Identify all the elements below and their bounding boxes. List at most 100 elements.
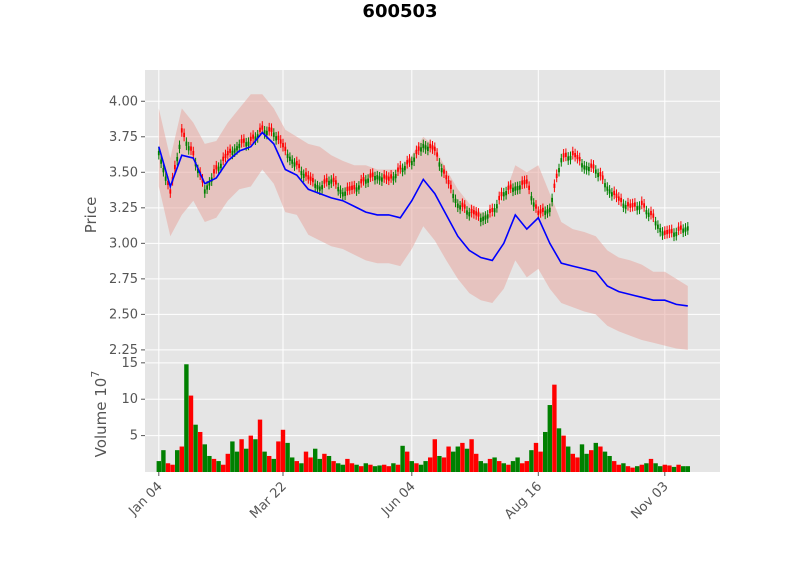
volume-bar [418, 464, 424, 472]
volume-bar [271, 458, 276, 472]
volume-bar [175, 450, 180, 472]
volume-bar [244, 448, 249, 472]
volume-bar [685, 466, 690, 472]
price-y-axis-label: Price [82, 197, 100, 234]
candle-body [638, 205, 641, 210]
candle-body [314, 183, 317, 188]
candle-body [376, 175, 379, 180]
candle-body [266, 130, 268, 136]
volume-bar [584, 453, 589, 472]
candle-body [622, 203, 625, 208]
candle-body [512, 187, 514, 192]
candle-body [197, 168, 199, 174]
candle-body [680, 225, 682, 230]
volume-bar [524, 461, 529, 472]
candle-body [321, 185, 323, 190]
volume-bar [451, 451, 456, 472]
candle-body [686, 226, 689, 231]
volume-bar [405, 451, 410, 472]
candle-body [183, 132, 185, 138]
candle-body [404, 166, 406, 171]
volume-bar [529, 450, 534, 472]
candle-body [293, 162, 296, 167]
candle-body [309, 176, 312, 181]
candle-body [491, 207, 494, 213]
candle-body [604, 183, 606, 188]
candle-body [420, 147, 422, 152]
price-y-tick-label: 2.25 [109, 343, 138, 358]
candle-body [620, 197, 622, 203]
volume-bar [276, 441, 281, 472]
x-tick-label: Jun 04 [378, 479, 418, 519]
price-y-tick-label: 4.00 [109, 94, 138, 109]
candle-body [654, 221, 657, 226]
candle-body [539, 209, 542, 214]
volume-bar [234, 451, 240, 472]
candle-body [353, 185, 356, 190]
candle-body [588, 166, 590, 172]
candle-body [174, 164, 176, 170]
candle-body [576, 154, 579, 160]
candle-body [523, 179, 526, 185]
candle-body [289, 156, 291, 161]
volume-bar [230, 441, 235, 472]
volume-bar [621, 463, 626, 472]
price-y-tick-label: 3.25 [109, 201, 138, 216]
candle-body [316, 185, 319, 190]
candle-body [401, 167, 404, 173]
volume-bar [313, 448, 318, 472]
candle-body [477, 212, 480, 217]
volume-bar [589, 450, 594, 472]
candle-body [553, 183, 556, 188]
candle-body [611, 192, 613, 197]
candle-body [394, 174, 397, 179]
volume-bar [193, 424, 198, 472]
candle-body [521, 180, 524, 185]
candle-body [226, 150, 229, 156]
candle-body [215, 165, 218, 170]
volume-bar [326, 455, 332, 472]
volume-bar [612, 461, 617, 472]
volume-bar [556, 428, 562, 472]
candle-body [663, 230, 666, 235]
candle-body [291, 159, 294, 164]
candle-body [606, 186, 609, 191]
candle-body [647, 212, 650, 217]
candle-body [470, 208, 473, 214]
candle-body [684, 227, 687, 232]
candle-body [537, 210, 540, 215]
candle-body [546, 209, 549, 214]
candle-body [459, 205, 461, 210]
candle-body [275, 136, 277, 141]
volume-bar [409, 461, 414, 472]
candle-body [670, 228, 673, 234]
candle-body [601, 175, 604, 180]
candle-body [259, 127, 261, 132]
candle-body [328, 180, 330, 186]
candle-body [362, 177, 365, 182]
volume-bar [460, 442, 465, 472]
candle-body [562, 153, 565, 158]
candle-body [677, 226, 680, 231]
candle-body [387, 176, 390, 181]
envelope-band [158, 94, 688, 350]
candle-body [213, 169, 215, 174]
candle-body [445, 175, 448, 180]
volume-bar [483, 463, 488, 472]
volume-bar [653, 463, 658, 472]
volume-bar [202, 444, 207, 472]
candle-body [447, 179, 450, 185]
candle-body [417, 146, 420, 151]
candle-body [585, 166, 588, 171]
candle-body [413, 157, 415, 162]
candle-body [530, 196, 533, 201]
candle-body [429, 143, 432, 149]
volume-bar [216, 461, 221, 472]
candle-body [157, 150, 160, 156]
candle-body [443, 169, 445, 174]
candle-body [631, 202, 634, 208]
volume-bar [253, 439, 258, 472]
candle-body [220, 163, 222, 169]
volume-bar [198, 431, 203, 472]
candle-body [657, 224, 659, 229]
